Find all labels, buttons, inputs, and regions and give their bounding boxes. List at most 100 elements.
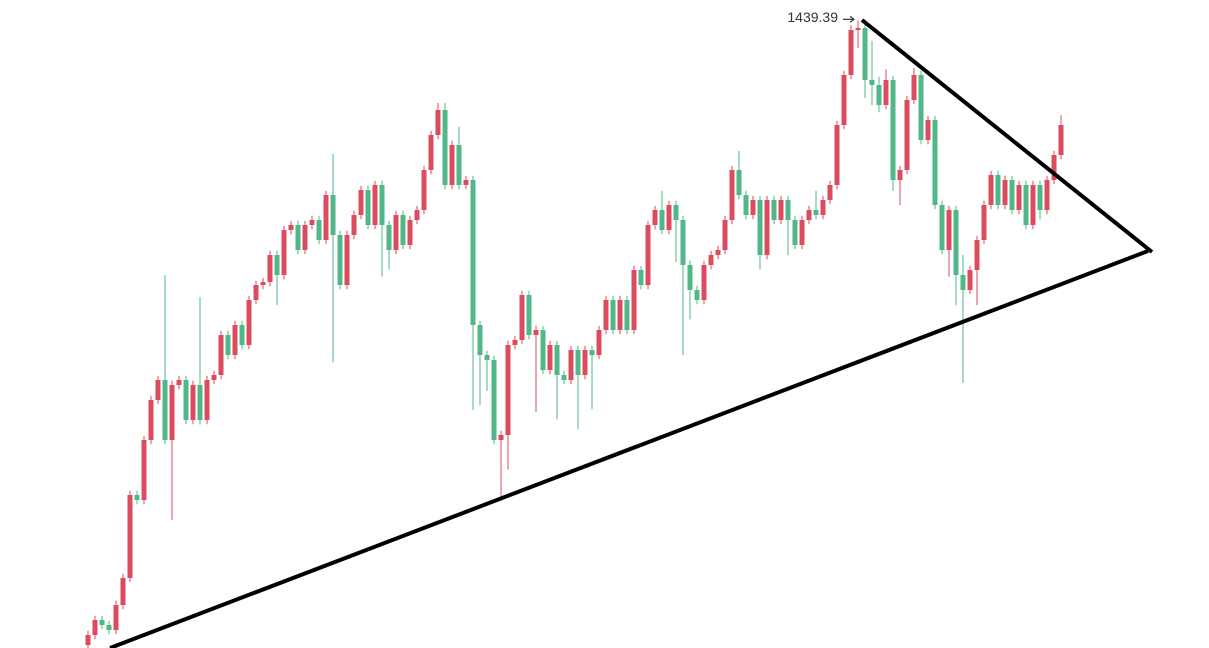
candle-body — [239, 325, 245, 345]
candle-body — [1051, 155, 1057, 180]
candle-body — [498, 435, 504, 440]
candle-body — [1037, 185, 1043, 210]
candle-body — [428, 135, 434, 170]
candle-body — [260, 282, 266, 285]
candle-body — [1058, 125, 1064, 155]
candle-body — [652, 210, 658, 225]
candle-body — [379, 185, 385, 225]
candle-body — [1002, 180, 1008, 205]
candle-body — [638, 270, 644, 285]
candle-body — [799, 220, 805, 245]
candle-body — [274, 255, 280, 275]
candle-body — [183, 380, 189, 420]
candle-body — [337, 235, 343, 285]
candle-body — [701, 265, 707, 300]
candle-body — [925, 120, 931, 140]
candle-body — [120, 578, 126, 605]
candle-body — [85, 635, 91, 645]
candle-body — [967, 270, 973, 290]
candle-body — [659, 210, 665, 230]
candle-body — [330, 195, 336, 235]
candle-body — [323, 195, 329, 240]
candle-body — [302, 225, 308, 250]
candle-body — [316, 220, 322, 240]
candle-body — [813, 210, 819, 215]
candle-body — [477, 325, 483, 355]
candle-body — [92, 620, 98, 635]
candle-body — [127, 495, 133, 578]
candle-body — [687, 265, 693, 290]
candle-body — [365, 190, 371, 225]
candle-body — [1030, 185, 1036, 225]
candle-body — [995, 175, 1001, 205]
candle-body — [645, 225, 651, 285]
candle-body — [743, 195, 749, 215]
candle-body — [750, 200, 756, 215]
candle-body — [400, 215, 406, 245]
candle-body — [456, 145, 462, 185]
candle-body — [869, 80, 875, 85]
candle-body — [288, 225, 294, 230]
candle-body — [610, 300, 616, 330]
support-trendline — [109, 249, 1149, 648]
candle-body — [526, 295, 532, 335]
candle-body — [435, 110, 441, 135]
candle-body — [729, 170, 735, 220]
candle-body — [596, 330, 602, 355]
candle-body — [211, 375, 217, 380]
candle-body — [932, 120, 938, 205]
candle-body — [351, 215, 357, 235]
candle-body — [106, 625, 112, 630]
candle-body — [778, 200, 784, 220]
candle-body — [463, 180, 469, 185]
candle-body — [631, 270, 637, 330]
candle-body — [1009, 180, 1015, 210]
candle-body — [946, 210, 952, 250]
candle-body — [785, 200, 791, 220]
candle-body — [883, 80, 889, 105]
candle-body — [407, 220, 413, 245]
candle-body — [848, 30, 854, 75]
candle-body — [141, 440, 147, 500]
candle-body — [918, 75, 924, 140]
candle-body — [953, 210, 959, 275]
candle-body — [582, 350, 588, 375]
candle-body — [190, 385, 196, 420]
candle-body — [722, 220, 728, 250]
candle-body — [680, 220, 686, 265]
candle-body — [694, 290, 700, 300]
candle-body — [176, 380, 182, 385]
candle-body — [673, 205, 679, 220]
candle-body — [792, 220, 798, 245]
candle-body — [218, 335, 224, 375]
candle-body — [505, 345, 511, 435]
candle-body — [568, 350, 574, 380]
candle-body — [715, 250, 721, 255]
candle-body — [624, 300, 630, 330]
candle-body — [449, 145, 455, 185]
candle-body — [253, 285, 259, 300]
high-arrow-head — [849, 15, 855, 23]
candle-body — [232, 325, 238, 355]
candle-body — [841, 75, 847, 125]
candle-body — [99, 620, 105, 625]
candle-body — [827, 185, 833, 200]
candles — [85, 20, 1064, 648]
candle-body — [960, 275, 966, 290]
candle-body — [561, 375, 567, 380]
candle-body — [358, 190, 364, 215]
candle-body — [855, 28, 861, 30]
candle-body — [295, 225, 301, 250]
candle-body — [386, 225, 392, 250]
candle-body — [519, 295, 525, 340]
candle-body — [764, 200, 770, 255]
candle-body — [1016, 185, 1022, 210]
candle-body — [988, 175, 994, 205]
candle-body — [771, 200, 777, 220]
candle-body — [554, 345, 560, 375]
candle-body — [344, 235, 350, 285]
candle-body — [897, 170, 903, 180]
resistance-trendline — [860, 18, 1154, 254]
candle-body — [512, 340, 518, 345]
